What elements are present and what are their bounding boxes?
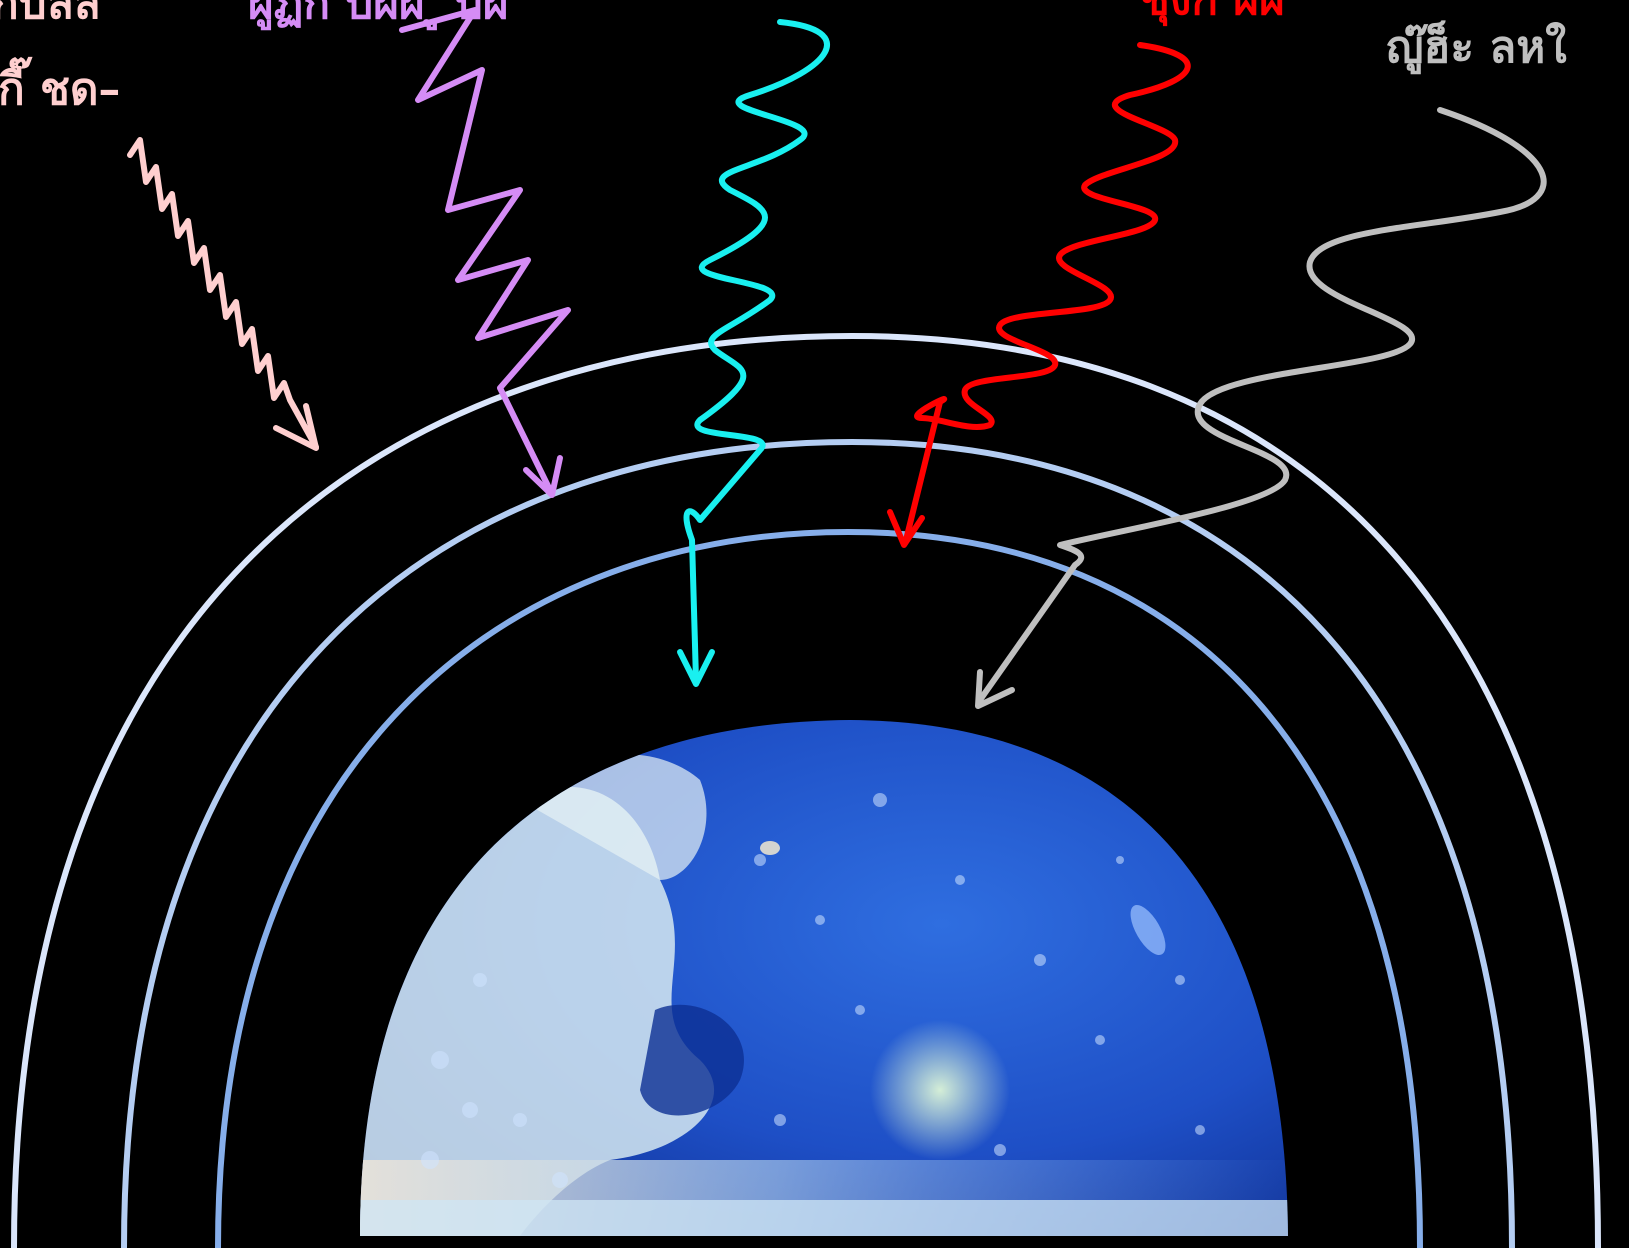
label-red: ชุงก ผผ — [1140, 0, 1285, 27]
cyan-ray — [677, 19, 831, 687]
grey-ray — [975, 107, 1547, 709]
label-grey: ญู๊ฮ็ะ ลหใ — [1386, 20, 1567, 74]
middle-atmosphere-ring — [121, 438, 1515, 1248]
label-violet: ผู้ฏ้ก บผผ ู บผ — [248, 0, 509, 30]
violet-ray — [399, 7, 571, 498]
earth-hemisphere-icon — [360, 720, 1288, 1236]
inner-atmosphere-ring — [215, 528, 1423, 1248]
outer-atmosphere-ring — [11, 332, 1601, 1248]
label-top-left-1: กับลิล — [0, 0, 101, 29]
red-ray — [887, 42, 1191, 548]
pink-ray — [127, 137, 319, 451]
label-top-left-2: กี๊ ชด– — [0, 56, 120, 115]
